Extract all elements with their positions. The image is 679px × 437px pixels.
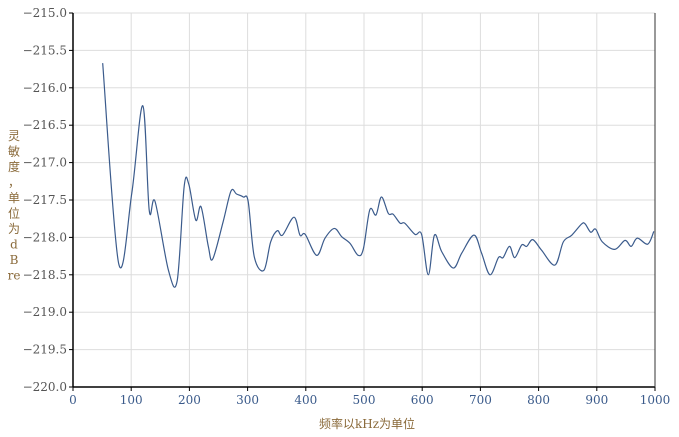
y-tick-label: −218.5 [23, 268, 67, 282]
y-axis-title-char: 位 [8, 206, 20, 221]
y-tick-label: −218.0 [23, 230, 67, 244]
y-tick-label: −215.0 [23, 6, 67, 20]
y-axis-title-char: 度 [8, 159, 20, 174]
series-line [102, 63, 655, 288]
y-axis-title-char: d [10, 238, 18, 252]
y-axis-title-char: 为 [8, 222, 20, 236]
x-tick-label: 500 [353, 393, 376, 407]
x-tick-label: 400 [294, 393, 317, 407]
y-tick-label: −217.0 [23, 156, 67, 170]
y-axis-title-char: ， [8, 176, 20, 190]
x-tick-label: 1000 [640, 393, 671, 407]
y-tick-label: −219.0 [23, 305, 67, 319]
y-tick-label: −219.5 [23, 343, 67, 357]
x-tick-label: 300 [236, 393, 259, 407]
grid [72, 12, 656, 388]
y-tick-label: −215.5 [23, 43, 67, 57]
y-axis-title-char: 单 [8, 191, 20, 205]
x-tick-label: 700 [469, 393, 492, 407]
x-tick-label: 100 [120, 393, 143, 407]
y-axis-title-char: 灵 [8, 129, 20, 143]
x-tick-label: 200 [178, 393, 201, 407]
y-tick-label: −217.5 [23, 193, 67, 207]
x-axis-title: 频率以kHz为单位 [319, 416, 415, 431]
x-tick-label: 600 [411, 393, 434, 407]
y-axis-title-char: re [8, 269, 21, 283]
y-tick-label: −216.0 [23, 81, 67, 95]
y-tick-label: −216.5 [23, 118, 67, 132]
y-axis-ticks: −215.0 −215.5 −216.0 −216.5 −217.0 −217.5 −218… [23, 6, 73, 394]
x-tick-label: 800 [527, 393, 550, 407]
x-axis-ticks: 0 100 200 300 400 500 600 700 800 900 1000 [69, 387, 670, 407]
x-tick-label: 0 [69, 393, 77, 407]
y-axis-title-char: B [10, 253, 19, 267]
y-tick-label: −220.0 [23, 380, 67, 394]
y-axis-title-char: 敏 [8, 144, 20, 159]
x-tick-label: 900 [585, 393, 608, 407]
